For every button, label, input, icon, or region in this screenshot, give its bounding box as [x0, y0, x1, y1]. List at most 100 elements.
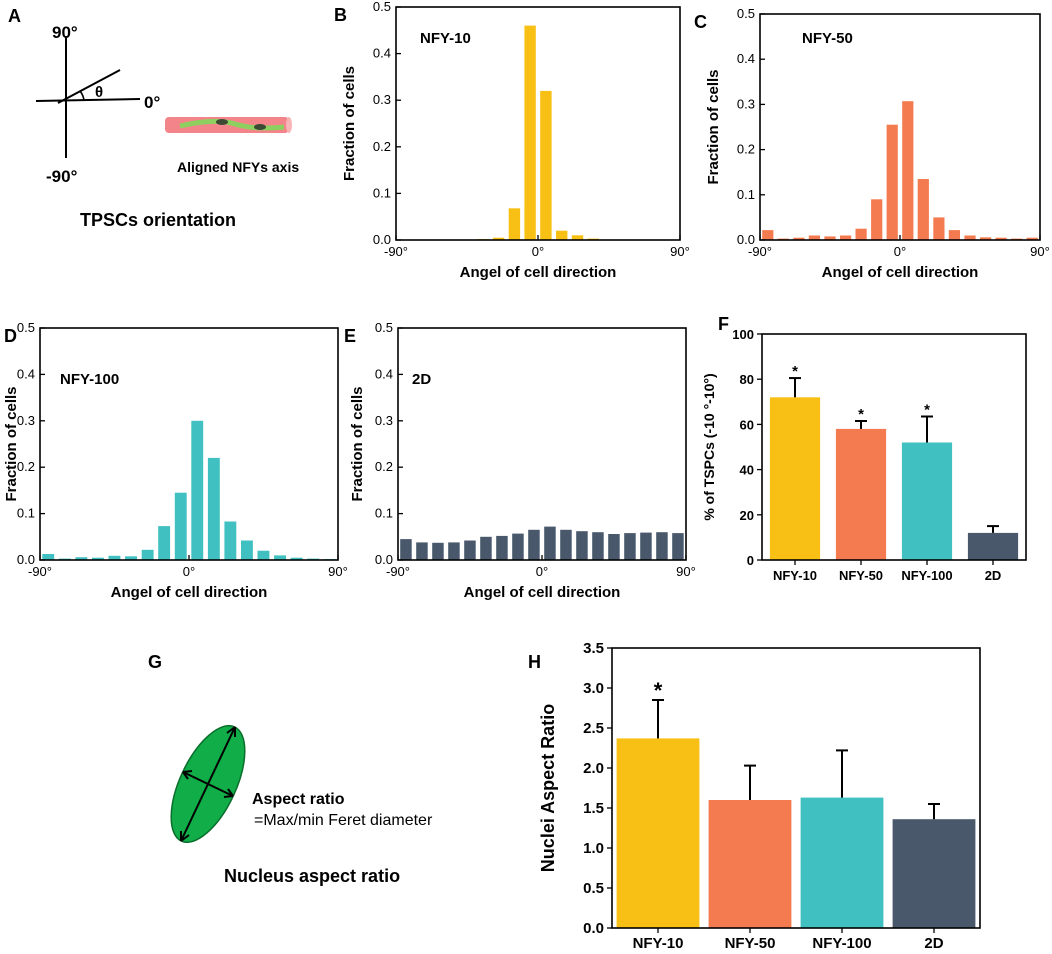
aspect-ratio-label: Aspect ratio — [252, 791, 345, 808]
histogram-bar — [496, 535, 508, 560]
histogram-bar — [672, 533, 684, 560]
histogram-bar — [556, 230, 568, 240]
nucleus-icon — [216, 119, 228, 125]
y-tick-label: 0.3 — [375, 413, 393, 428]
panel-c-histogram: 0.0 0.1 0.2 0.3 0.4 0.5 -90° 0° 90° Angel of cell… — [694, 6, 1050, 281]
histogram-bar — [191, 420, 204, 560]
y-tick-label: 3.0 — [583, 680, 604, 697]
histogram-bar — [571, 235, 584, 240]
plot-frame — [611, 647, 981, 929]
histogram-bar — [576, 531, 588, 560]
histogram-bar — [508, 208, 521, 240]
y-axis-title: Fraction of cells — [349, 386, 366, 501]
x-tick-label: 0° — [894, 244, 906, 259]
panel-letter: D — [4, 326, 17, 346]
x-tick-label: -90° — [386, 564, 410, 579]
histogram-bar — [464, 540, 476, 560]
category-label: NFY-100 — [812, 935, 871, 952]
histogram-bar — [656, 532, 668, 560]
cell-direction-line — [57, 69, 121, 104]
x-tick-label: -90° — [384, 244, 408, 259]
arrowhead-icon — [223, 788, 234, 798]
y-tick-label: 0.1 — [373, 185, 391, 200]
y-tick-label: 40 — [740, 463, 754, 478]
y-tick-label: 0.5 — [737, 6, 755, 21]
y-tick-label: 0.0 — [737, 232, 755, 247]
nucleus-icon — [254, 124, 266, 130]
bar — [892, 819, 976, 928]
histogram-bar — [290, 557, 303, 560]
y-tick-label: 0.0 — [17, 552, 35, 567]
histogram-bar — [933, 217, 945, 240]
histogram-bar — [544, 526, 556, 560]
y-tick-label: 0.3 — [737, 96, 755, 111]
histogram-bar — [75, 557, 88, 560]
histogram-bar — [174, 492, 187, 560]
histogram-bar — [400, 539, 412, 560]
y-tick-label: 0.5 — [375, 320, 393, 335]
histogram-bar — [42, 554, 55, 560]
panel-f-bar-chart: * NFY-10 * NFY-50 * NFY-100 2D 0 20 40 60 80 100 % of… — [701, 316, 1027, 583]
panel-e-histogram: 0.0 0.1 0.2 0.3 0.4 0.5 -90° 0° 90° Angel of cell… — [344, 320, 696, 601]
x-tick-label: 90° — [670, 244, 690, 259]
x-tick-label: 0° — [183, 564, 195, 579]
histogram-bar — [824, 236, 836, 240]
y-axis-title: Nuclei Aspect Ratio — [538, 704, 558, 872]
panel-letter: G — [148, 652, 162, 672]
panel-b-histogram: 0.0 0.1 0.2 0.3 0.4 0.5 -90° 0° 90° Angel of cell… — [334, 0, 690, 281]
histogram-bar — [1026, 237, 1038, 240]
bar — [800, 797, 884, 928]
category-label: NFY-50 — [725, 935, 776, 952]
histogram-bar — [432, 542, 444, 560]
histogram-bar — [793, 237, 805, 240]
bar — [901, 442, 953, 560]
panel-letter: F — [718, 316, 729, 334]
y-tick-label: 80 — [740, 372, 754, 387]
panel-g-caption: Nucleus aspect ratio — [224, 866, 400, 886]
panel-letter: E — [344, 326, 356, 346]
histogram-bar — [524, 25, 536, 240]
y-tick-label: 0.1 — [17, 506, 35, 521]
histogram-bar — [528, 529, 540, 560]
significance-marker: * — [654, 678, 663, 703]
y-tick-label: 0.5 — [373, 0, 391, 14]
x-tick-label: 0° — [536, 564, 548, 579]
histogram-bar — [886, 124, 898, 240]
histogram-bar — [108, 555, 121, 560]
panel-letter: B — [334, 5, 347, 25]
histogram-bar — [512, 533, 524, 560]
fiber-end — [286, 117, 292, 133]
category-label: NFY-50 — [839, 568, 883, 583]
y-tick-label: 0.2 — [375, 459, 393, 474]
arrowhead-icon — [182, 770, 193, 780]
label-minus-90: -90° — [46, 167, 78, 186]
category-label: NFY-10 — [633, 935, 684, 952]
y-tick-label: 0.5 — [583, 880, 604, 897]
horizontal-axis-line — [35, 98, 141, 102]
plot-frame — [397, 327, 687, 561]
y-tick-label: 60 — [740, 417, 754, 432]
y-tick-label: 100 — [732, 327, 754, 342]
y-tick-label: 0.4 — [17, 366, 35, 381]
x-tick-label: -90° — [28, 564, 52, 579]
y-tick-label: 1.5 — [583, 800, 604, 817]
y-axis-title: Fraction of cells — [3, 386, 20, 501]
label-90: 90° — [52, 23, 78, 42]
x-tick-label: -90° — [748, 244, 772, 259]
x-axis-title: Angel of cell direction — [111, 584, 268, 601]
panel-a-caption: TPSCs orientation — [80, 210, 236, 230]
series-label: NFY-100 — [60, 371, 119, 388]
y-tick-label: 0.2 — [373, 139, 391, 154]
histogram-bar — [141, 549, 154, 560]
histogram-bar — [560, 529, 572, 560]
histogram-bar — [917, 179, 929, 240]
category-label: 2D — [924, 935, 943, 952]
x-axis-title: Angel of cell direction — [464, 584, 621, 601]
category-label: 2D — [985, 568, 1002, 583]
histogram-bar — [608, 534, 620, 560]
significance-marker: * — [924, 401, 930, 418]
y-tick-label: 0.3 — [17, 413, 35, 428]
histogram-bar — [980, 237, 992, 240]
theta-label: θ — [95, 84, 103, 101]
y-tick-label: 2.0 — [583, 760, 604, 777]
